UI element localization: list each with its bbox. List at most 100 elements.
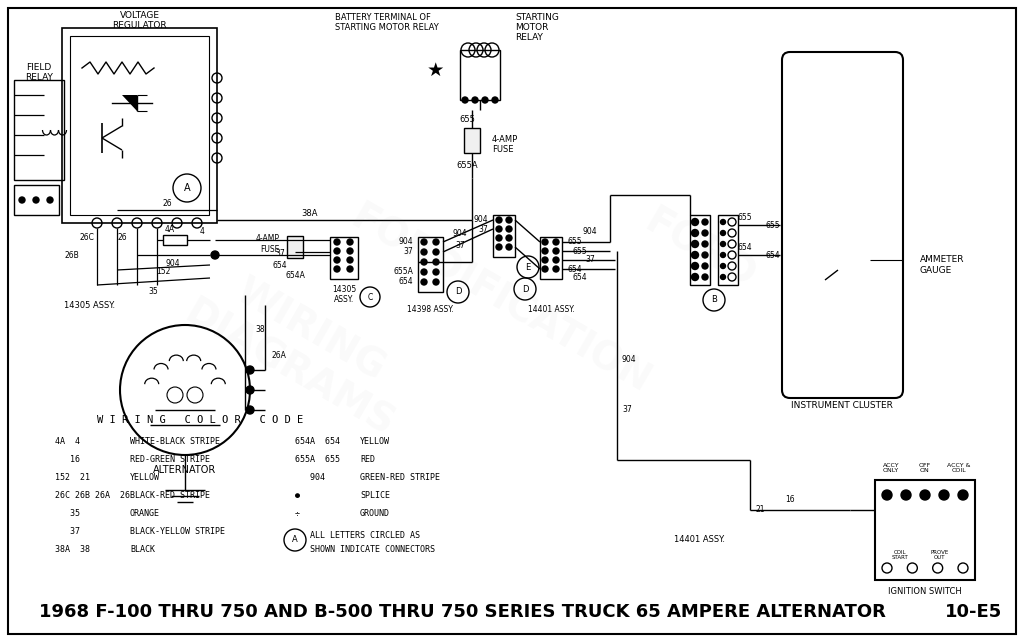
Text: 37: 37 <box>455 241 465 250</box>
Circle shape <box>246 366 254 374</box>
Bar <box>718 215 738 285</box>
Circle shape <box>691 218 698 225</box>
Bar <box>14 80 63 180</box>
Text: PROVE
OUT: PROVE OUT <box>931 550 949 560</box>
Circle shape <box>433 249 439 255</box>
Circle shape <box>482 97 488 103</box>
Text: BLACK-YELLOW STRIPE: BLACK-YELLOW STRIPE <box>130 528 225 537</box>
Circle shape <box>542 248 548 254</box>
Text: FIELD: FIELD <box>27 64 51 73</box>
Text: SPLICE: SPLICE <box>360 492 390 501</box>
Text: RED-GREEN STRIPE: RED-GREEN STRIPE <box>130 456 210 465</box>
Circle shape <box>472 97 478 103</box>
Circle shape <box>553 266 559 272</box>
Circle shape <box>246 386 254 394</box>
Text: 654A  654: 654A 654 <box>295 437 340 446</box>
Bar <box>287 236 303 258</box>
Circle shape <box>702 230 708 236</box>
FancyBboxPatch shape <box>782 52 903 398</box>
Text: STARTING: STARTING <box>515 12 559 21</box>
Bar <box>14 185 59 215</box>
Circle shape <box>421 279 427 285</box>
Text: RELAY: RELAY <box>25 73 53 82</box>
Text: 654: 654 <box>567 265 582 273</box>
Circle shape <box>462 97 468 103</box>
Text: 14398 ASSY.: 14398 ASSY. <box>407 304 454 313</box>
Text: ACCY
ONLY: ACCY ONLY <box>883 463 899 473</box>
Circle shape <box>19 197 25 203</box>
Text: 4A: 4A <box>165 225 175 234</box>
Text: YELLOW: YELLOW <box>360 437 390 446</box>
Text: 4: 4 <box>200 227 205 236</box>
Text: D: D <box>522 284 528 293</box>
Text: 38A  38: 38A 38 <box>55 546 90 555</box>
Text: 904: 904 <box>583 227 597 236</box>
Circle shape <box>506 226 512 232</box>
Bar <box>460 50 500 100</box>
Circle shape <box>702 252 708 258</box>
Text: D: D <box>455 288 461 297</box>
Bar <box>815 245 870 285</box>
Circle shape <box>334 248 340 254</box>
Text: ORANGE: ORANGE <box>130 510 160 519</box>
Text: ★: ★ <box>426 60 443 80</box>
Text: 21: 21 <box>755 505 765 514</box>
Text: AMMETER
GAUGE: AMMETER GAUGE <box>920 256 965 275</box>
Circle shape <box>421 249 427 255</box>
Text: 655A: 655A <box>393 268 413 277</box>
Text: ASSY.: ASSY. <box>334 295 354 304</box>
Text: FORDIFICATION: FORDIFICATION <box>343 198 656 401</box>
Text: 26: 26 <box>162 198 172 207</box>
Text: W I R I N G   C O L O R   C O D E: W I R I N G C O L O R C O D E <box>97 415 303 425</box>
Text: 16: 16 <box>55 456 80 465</box>
Text: GROUND: GROUND <box>360 510 390 519</box>
Text: 654: 654 <box>572 272 588 281</box>
Text: 37: 37 <box>403 248 413 257</box>
Bar <box>493 215 515 257</box>
Circle shape <box>721 263 725 268</box>
Circle shape <box>553 257 559 263</box>
Text: 26C: 26C <box>79 234 94 243</box>
Text: 38A: 38A <box>302 209 318 218</box>
Circle shape <box>702 263 708 269</box>
Text: 655: 655 <box>572 248 588 257</box>
Text: 35: 35 <box>55 510 80 519</box>
Text: BATTERY TERMINAL OF: BATTERY TERMINAL OF <box>335 13 431 22</box>
Circle shape <box>542 257 548 263</box>
Text: 37: 37 <box>585 254 595 263</box>
Circle shape <box>334 257 340 263</box>
Text: 655A  655: 655A 655 <box>295 456 340 465</box>
Circle shape <box>721 275 725 279</box>
Text: 26C 26B 26A  26: 26C 26B 26A 26 <box>55 492 130 501</box>
Text: 904: 904 <box>295 474 325 483</box>
Text: BLACK: BLACK <box>130 546 155 555</box>
Circle shape <box>920 490 930 500</box>
Circle shape <box>702 241 708 247</box>
Circle shape <box>347 257 353 263</box>
Text: B: B <box>711 295 717 304</box>
Text: 10-E5: 10-E5 <box>945 603 1002 621</box>
Circle shape <box>211 251 219 259</box>
Text: 655: 655 <box>765 220 780 229</box>
Text: 654: 654 <box>398 277 413 286</box>
Circle shape <box>334 266 340 272</box>
Text: A: A <box>183 183 190 193</box>
Text: 37: 37 <box>55 528 80 537</box>
Text: IGNITION SWITCH: IGNITION SWITCH <box>888 587 962 596</box>
Circle shape <box>553 248 559 254</box>
Text: 14401 ASSY.: 14401 ASSY. <box>527 304 574 313</box>
Bar <box>418 237 443 292</box>
Text: 904: 904 <box>473 216 488 225</box>
Circle shape <box>542 239 548 245</box>
Text: 26A: 26A <box>272 351 287 360</box>
Text: ●: ● <box>295 492 300 501</box>
Text: ALTERNATOR: ALTERNATOR <box>154 465 217 475</box>
Polygon shape <box>122 95 137 111</box>
Text: 655: 655 <box>459 116 475 125</box>
Text: ALL LETTERS CIRCLED AS: ALL LETTERS CIRCLED AS <box>310 530 420 539</box>
Text: GREEN-RED STRIPE: GREEN-RED STRIPE <box>360 474 440 483</box>
Circle shape <box>702 219 708 225</box>
Circle shape <box>433 239 439 245</box>
Text: STARTING MOTOR RELAY: STARTING MOTOR RELAY <box>335 24 438 33</box>
Circle shape <box>347 266 353 272</box>
